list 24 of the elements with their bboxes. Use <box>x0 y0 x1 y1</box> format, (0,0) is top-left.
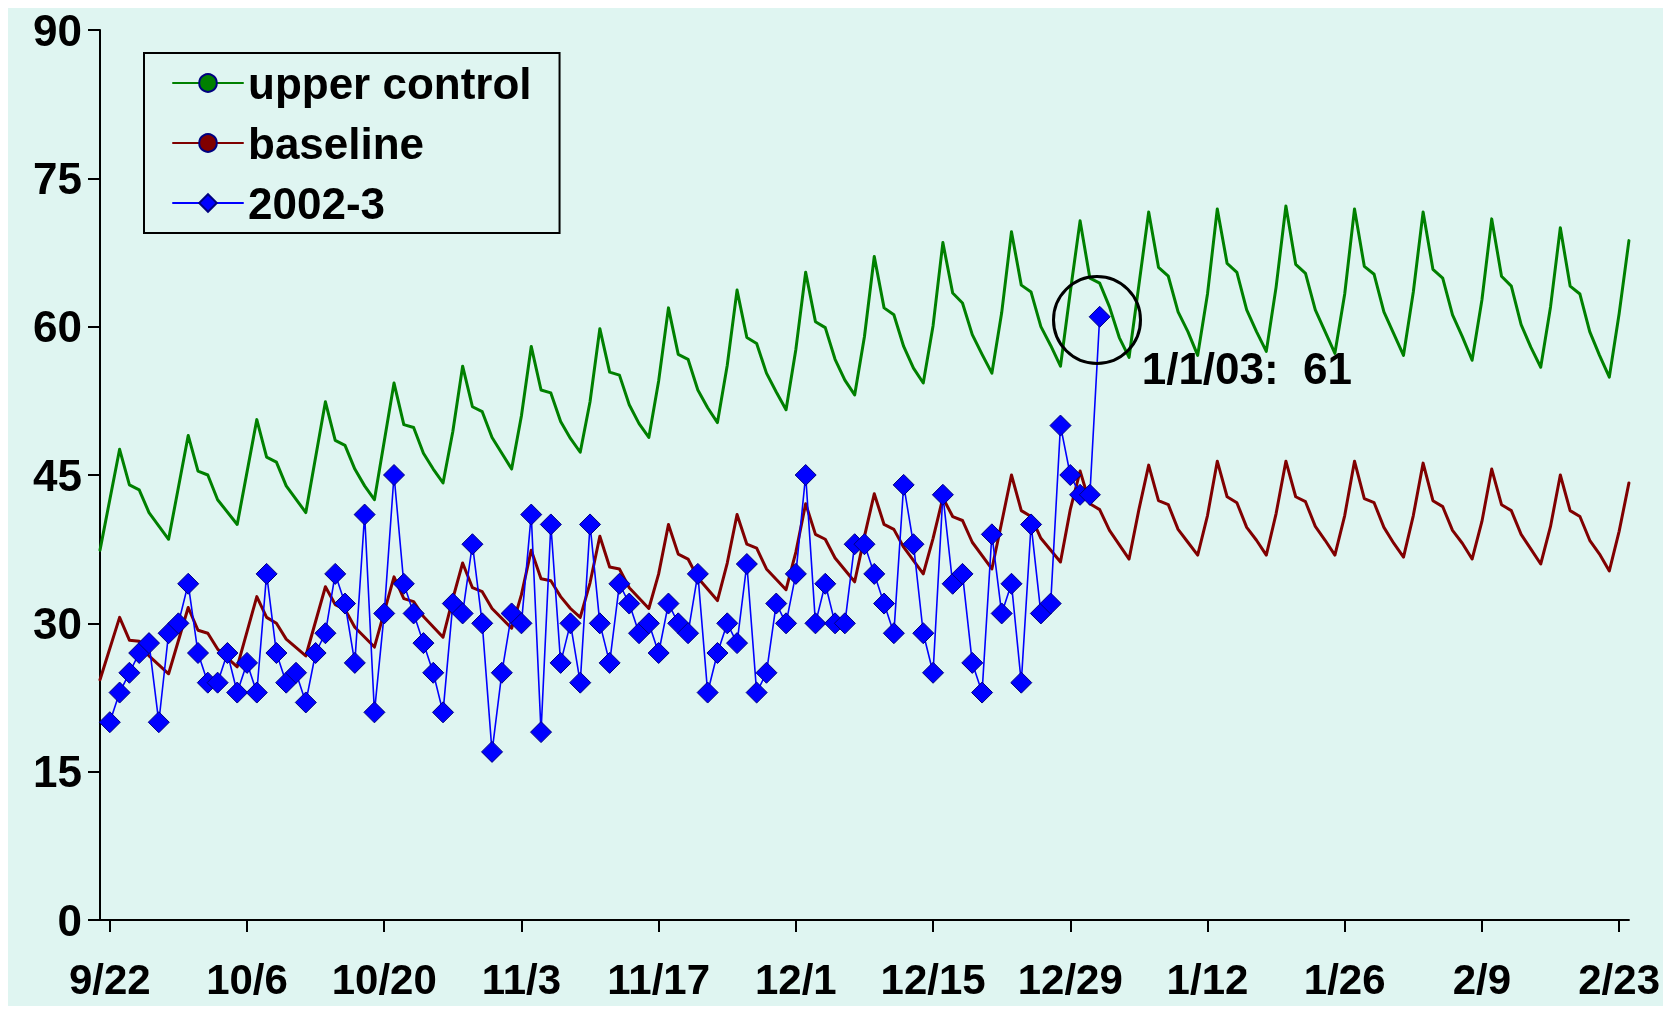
y-tick-label: 90 <box>33 5 82 55</box>
annotation: 1/1/03: 61 <box>1141 344 1353 394</box>
line-series <box>98 459 1631 682</box>
x-tick-label: 10/6 <box>206 955 288 1003</box>
x-tick-label: 1/26 <box>1303 955 1386 1003</box>
x-tick-label: 12/15 <box>880 955 986 1003</box>
x-tick-label: 12/29 <box>1017 955 1123 1003</box>
y-tick-label: 30 <box>33 598 82 648</box>
x-tick-label: 12/1 <box>754 955 837 1003</box>
legend-label: baseline <box>248 118 425 168</box>
x-tick-label: 11/3 <box>481 955 562 1003</box>
legend-label: upper control <box>248 58 532 108</box>
y-tick-label: 60 <box>33 302 82 352</box>
y-tick-label: 0 <box>57 895 82 945</box>
y-tick-label: 75 <box>33 153 82 203</box>
x-tick-label: 10/20 <box>331 955 437 1003</box>
x-tick-label: 1/12 <box>1166 955 1249 1003</box>
x-tick-label: 11/17 <box>607 955 711 1003</box>
legend-label: 2002-3 <box>248 178 386 228</box>
x-tick-label: 9/22 <box>68 955 151 1003</box>
x-tick-label: 2/9 <box>1452 955 1512 1003</box>
x-tick-label: 2/23 <box>1578 955 1660 1003</box>
y-tick-label: 15 <box>33 747 82 797</box>
y-tick-label: 45 <box>33 450 82 500</box>
